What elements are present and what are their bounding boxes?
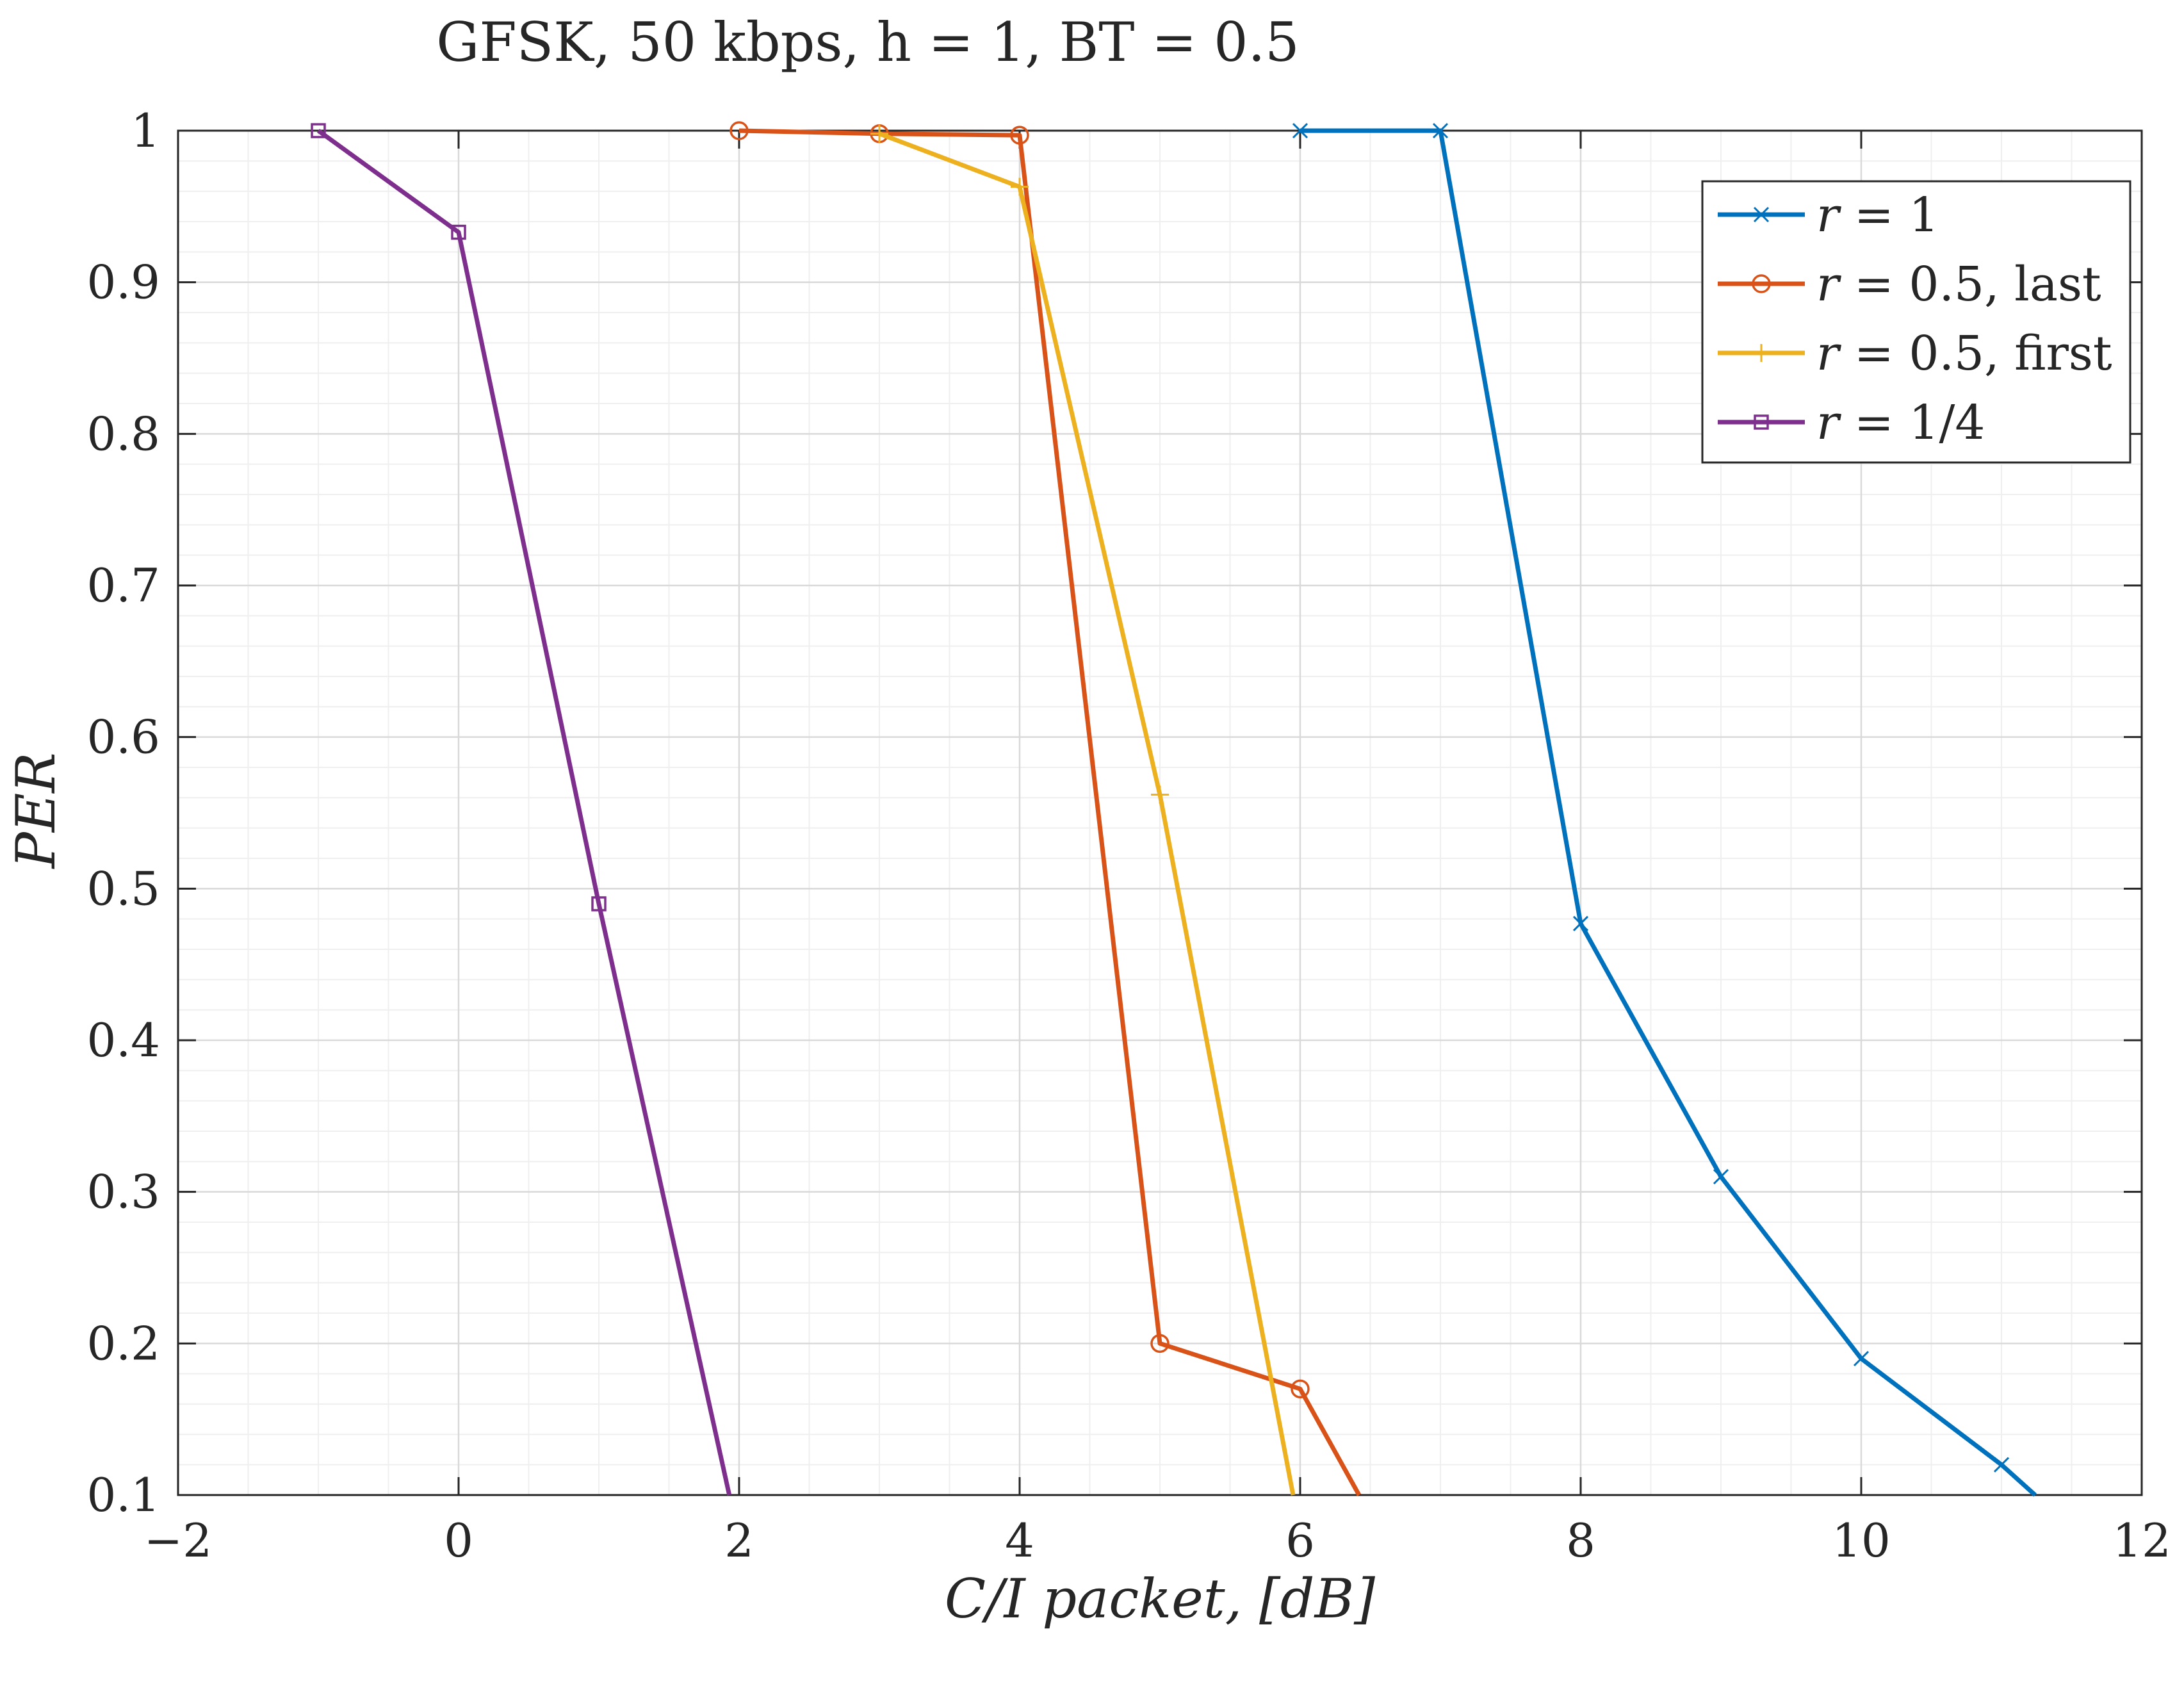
x-tick-label: 12 bbox=[2112, 1514, 2171, 1567]
legend-swatch-marker bbox=[1754, 414, 1769, 430]
data-point bbox=[1853, 1350, 1870, 1367]
data-point bbox=[1572, 915, 1589, 931]
y-tick-label: 0.9 bbox=[86, 256, 160, 309]
y-tick-label: 0.1 bbox=[86, 1468, 160, 1522]
x-tick-label: 10 bbox=[1832, 1514, 1891, 1567]
data-point bbox=[1292, 122, 1308, 139]
series-layer bbox=[311, 121, 2037, 1497]
data-point bbox=[1432, 122, 1449, 139]
data-point bbox=[1010, 126, 1029, 145]
data-point bbox=[870, 124, 888, 143]
marker-stroke bbox=[1753, 206, 1770, 223]
series-2 bbox=[870, 124, 1296, 1496]
data-point bbox=[591, 896, 607, 911]
plot-frame bbox=[177, 129, 2143, 1496]
data-point bbox=[729, 121, 749, 140]
marker-stroke bbox=[1993, 1457, 2010, 1473]
legend-entry-3: r = 1/4 bbox=[1718, 395, 1985, 450]
y-tick-labels: 0.1 0.2 0.3 0.4 0.5 0.6 0.7 0.8 0.9 1 bbox=[86, 104, 160, 1522]
series-line bbox=[316, 129, 732, 1496]
y-tick-label: 0.7 bbox=[86, 559, 160, 612]
y-tick-label: 1 bbox=[131, 104, 160, 158]
marker-stroke bbox=[1713, 1168, 1729, 1185]
marker-stroke bbox=[1292, 122, 1308, 139]
y-tick-label: 0.4 bbox=[86, 1013, 160, 1067]
legend-label-part: r bbox=[1816, 395, 1842, 450]
series-3 bbox=[311, 123, 732, 1496]
marker-stroke bbox=[1853, 1350, 1870, 1367]
legend-label-part: r bbox=[1816, 188, 1842, 243]
x-tick-labels: −2 0 2 4 6 8 10 12 bbox=[144, 1514, 2171, 1567]
legend-label: r = 1/4 bbox=[1816, 395, 1985, 450]
x-tick-label: 6 bbox=[1285, 1514, 1315, 1567]
data-point bbox=[1151, 785, 1169, 804]
marker-stroke bbox=[1432, 122, 1449, 139]
legend-label: r = 0.5, first bbox=[1816, 326, 2112, 381]
x-tick-label: 2 bbox=[724, 1514, 754, 1567]
legend-entry-0: r = 1 bbox=[1718, 188, 1939, 243]
data-point bbox=[1713, 1168, 1729, 1185]
data-point bbox=[311, 123, 326, 138]
chart-title: GFSK, 50 kbps, h = 1, BT = 0.5 bbox=[436, 11, 1300, 74]
legend-label-part: r bbox=[1816, 257, 1842, 312]
series-0 bbox=[1292, 122, 2037, 1497]
x-tick-label: 8 bbox=[1566, 1514, 1595, 1567]
legend-swatch-marker bbox=[1753, 206, 1770, 223]
x-tick-label: −2 bbox=[144, 1514, 212, 1567]
y-tick-label: 0.2 bbox=[86, 1316, 160, 1370]
legend-label: r = 0.5, last bbox=[1816, 257, 2101, 312]
legend-entry-2: r = 0.5, first bbox=[1718, 326, 2112, 381]
legend-label-part: = 0.5, first bbox=[1839, 326, 2112, 381]
y-tick-label: 0.5 bbox=[86, 862, 160, 915]
legend-entry-1: r = 0.5, last bbox=[1718, 257, 2101, 312]
legend-box bbox=[1701, 180, 2131, 464]
legend-label-part: r bbox=[1816, 326, 1842, 381]
legend-swatch-marker bbox=[1752, 274, 1771, 293]
marker-stroke bbox=[1572, 915, 1589, 931]
y-axis-label: PER bbox=[4, 752, 67, 869]
data-point bbox=[1150, 1334, 1169, 1353]
legend-label-part: = 0.5, last bbox=[1839, 257, 2101, 312]
legend-label-part: = 1/4 bbox=[1839, 395, 1985, 450]
legend-label: r = 1 bbox=[1816, 188, 1939, 243]
legend-label-part: = 1 bbox=[1839, 188, 1939, 243]
y-tick-label: 0.6 bbox=[86, 710, 160, 764]
x-tick-label: 4 bbox=[1005, 1514, 1034, 1567]
data-point bbox=[451, 224, 466, 240]
series-line bbox=[878, 131, 1296, 1496]
x-axis-label: C/I packet, [dB] bbox=[945, 1567, 1375, 1630]
y-tick-label: 0.8 bbox=[86, 407, 160, 461]
data-point bbox=[1291, 1379, 1310, 1399]
legend-swatch-marker bbox=[1752, 344, 1770, 362]
x-tick-label: 0 bbox=[444, 1514, 473, 1567]
data-point bbox=[1011, 177, 1029, 196]
data-point bbox=[1993, 1457, 2010, 1473]
y-tick-label: 0.3 bbox=[86, 1165, 160, 1219]
series-line bbox=[738, 128, 1362, 1496]
